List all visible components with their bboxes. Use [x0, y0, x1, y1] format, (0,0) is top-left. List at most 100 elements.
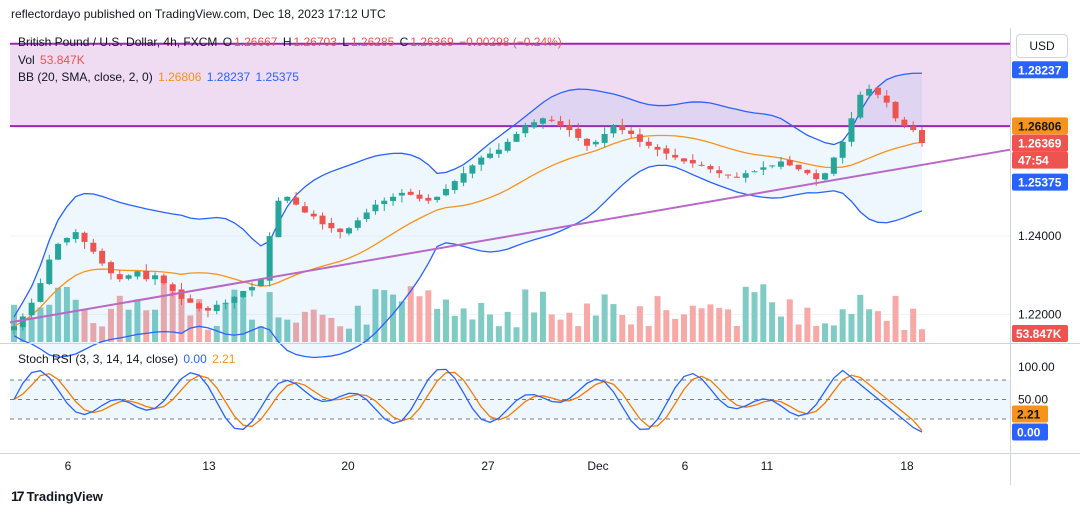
price-tag-label: 1.26806 — [1018, 119, 1062, 133]
candle-body — [495, 149, 502, 154]
currency-button[interactable]: USD — [1016, 34, 1068, 58]
volume-legend: Vol 53.847K — [18, 53, 87, 67]
volume-value: 53.847K — [40, 53, 85, 67]
volume-bar — [293, 322, 300, 342]
stoch-legend: Stoch RSI (3, 3, 14, 14, close) 0.00 2.2… — [18, 352, 237, 366]
volume-bar — [760, 284, 767, 342]
volume-bar — [636, 306, 643, 342]
candle-body — [63, 238, 70, 243]
volume-bar — [319, 314, 326, 342]
candle-body — [160, 275, 167, 284]
candle-body — [601, 134, 608, 143]
candle-body — [751, 171, 758, 173]
stoch-tag-label: 2.21 — [1017, 408, 1041, 422]
candle-body — [125, 275, 132, 279]
candle-body — [116, 274, 123, 280]
candle-body — [337, 228, 344, 233]
price-tag-bg — [1012, 61, 1068, 79]
volume-bar — [813, 325, 820, 342]
volume-bar — [46, 304, 53, 342]
volume-bar — [883, 320, 890, 342]
candle-body — [293, 197, 300, 205]
candle-body — [610, 126, 617, 134]
stoch-k-value: 0.00 — [183, 352, 207, 366]
volume-bar — [919, 329, 925, 342]
volume-bar — [416, 296, 423, 342]
volume-bar — [37, 307, 44, 342]
candle-body — [354, 220, 361, 228]
candle-body — [28, 302, 35, 316]
candle-body — [654, 146, 661, 150]
volume-bar — [310, 309, 317, 342]
candle-body — [830, 157, 837, 174]
volume-tag: 53.847K — [1012, 325, 1068, 342]
candle-body — [575, 128, 582, 138]
candle-body — [663, 148, 670, 154]
volume-bar — [337, 326, 344, 342]
volume-bar — [107, 308, 114, 342]
stoch-tag-label: 0.00 — [1017, 426, 1041, 440]
volume-tag-label: 53.847K — [1016, 327, 1062, 341]
volume-bar — [619, 314, 626, 342]
volume-bar — [822, 323, 829, 342]
stoch-tag-bg — [1012, 405, 1048, 423]
time-tick-label: 11 — [761, 459, 774, 473]
candle-body — [919, 130, 925, 144]
volume-bar — [495, 326, 502, 342]
candle-body — [804, 169, 811, 174]
candle-body — [460, 173, 467, 183]
volume-bar — [548, 314, 555, 342]
candle-body — [425, 197, 432, 201]
volume-bar — [777, 316, 784, 342]
candle-body — [187, 298, 194, 303]
candle-body — [169, 284, 176, 291]
volume-tag-bg — [1012, 325, 1068, 342]
candle-body — [310, 213, 317, 217]
candle-body — [725, 174, 732, 176]
candle-body — [55, 243, 62, 260]
candle-body — [381, 200, 388, 205]
candle-body — [416, 194, 423, 199]
candle-body — [222, 302, 229, 304]
low-label: L — [342, 35, 349, 49]
volume-bar — [786, 299, 793, 342]
candle-body — [636, 134, 643, 142]
volume-bar — [275, 317, 282, 342]
volume-bar — [204, 329, 211, 342]
volume-bar — [504, 311, 511, 342]
bb-upper-value: 1.28237 — [206, 70, 251, 84]
volume-bar — [645, 326, 652, 342]
volume-bar — [407, 286, 414, 342]
support-trendline — [9, 148, 1011, 324]
candle-body — [777, 161, 784, 167]
price-tag: 1.28237 — [1012, 61, 1068, 79]
candle-body — [451, 181, 458, 190]
volume-bar — [610, 304, 617, 342]
volume-bar — [531, 312, 538, 342]
volume-bar — [354, 305, 361, 342]
candle-body — [257, 279, 264, 287]
volume-bar — [469, 319, 476, 342]
volume-bar — [266, 292, 273, 342]
volume-bar — [116, 295, 123, 342]
candle-body — [81, 232, 88, 242]
volume-bar — [134, 299, 141, 342]
stoch-tag: 2.21 — [1012, 405, 1048, 423]
time-tick-label: 13 — [202, 459, 216, 473]
stoch-tag-bg — [1012, 423, 1048, 441]
stoch-k-line — [13, 368, 923, 433]
volume-bar — [398, 301, 405, 342]
chart-canvas[interactable]: 1.24000 1.22000 100.00 50.00 6 13 20 27 Dec 6 11 18… — [0, 28, 1080, 485]
volume-bar — [601, 294, 608, 342]
candle-body — [504, 141, 511, 151]
volume-bar — [742, 286, 749, 342]
price-tag-label: 1.28237 — [1018, 63, 1062, 77]
volume-bar — [152, 309, 159, 342]
candle-body — [795, 164, 802, 170]
volume-bar — [196, 299, 203, 342]
volume-bar — [478, 303, 485, 342]
volume-bar — [328, 317, 335, 342]
volume-bar — [575, 326, 582, 342]
candle-body — [548, 119, 555, 121]
bb-lower-line — [13, 164, 923, 359]
